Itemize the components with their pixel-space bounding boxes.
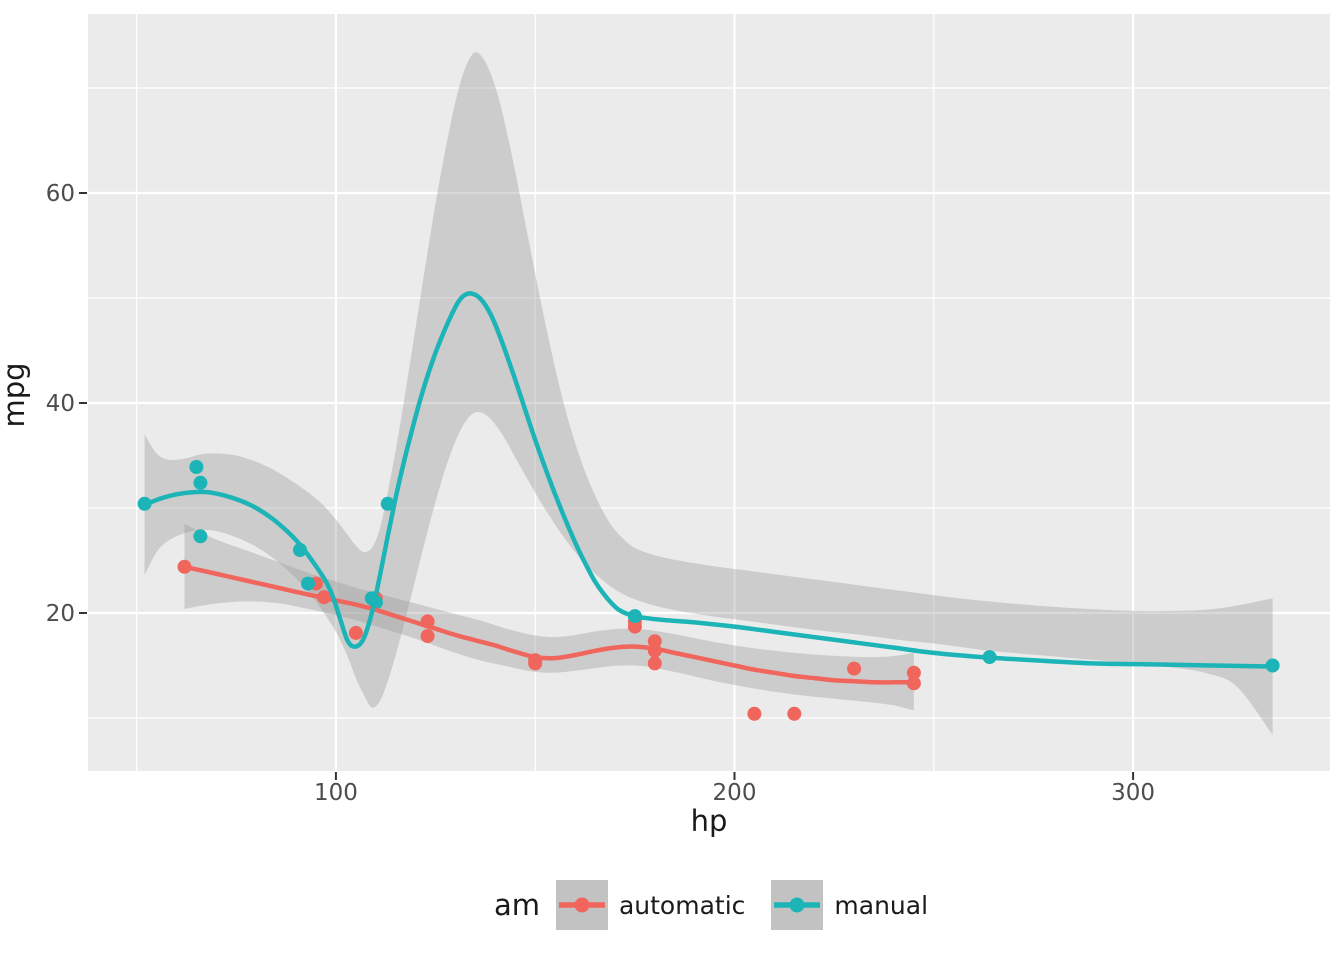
- legend: am automatic manual: [0, 880, 1344, 930]
- data-point-automatic: [348, 625, 363, 640]
- y-tick-label: 40: [46, 391, 75, 417]
- legend-label-automatic: automatic: [618, 890, 746, 920]
- legend-key-point: [574, 897, 590, 913]
- data-point-automatic: [906, 665, 921, 680]
- x-axis-title: hp: [690, 804, 728, 838]
- legend-row: am automatic manual: [494, 880, 928, 930]
- y-tick-label: 60: [46, 181, 75, 207]
- data-point-automatic: [647, 656, 662, 671]
- legend-label-manual: manual: [834, 890, 929, 920]
- y-axis-title: mpg: [0, 362, 31, 428]
- data-point-manual: [193, 475, 208, 490]
- legend-entry-manual: manual: [771, 880, 928, 930]
- panel-background: [88, 14, 1330, 771]
- data-point-manual: [193, 529, 208, 544]
- smooth-line-manual: [142, 291, 1275, 669]
- legend-title: am: [493, 888, 540, 922]
- legend-key-point: [789, 897, 805, 913]
- legend-key-glyph-automatic: [555, 880, 608, 930]
- x-tick-label: 300: [1111, 780, 1155, 806]
- data-point-automatic: [528, 656, 543, 671]
- legend-key-glyph-manual: [771, 880, 824, 930]
- data-point-manual: [189, 460, 204, 474]
- data-point-manual: [380, 496, 395, 511]
- data-point-automatic: [847, 661, 862, 676]
- data-point-automatic: [787, 706, 802, 721]
- data-point-automatic: [420, 629, 435, 644]
- legend-entry-automatic: automatic: [555, 880, 746, 930]
- y-tick-label: 20: [46, 601, 75, 627]
- data-point-automatic: [747, 706, 762, 721]
- data-point-manual: [301, 576, 315, 591]
- ci-band-manual: [144, 52, 1273, 735]
- data-point-automatic: [647, 634, 662, 649]
- x-tick-label: 100: [314, 780, 358, 806]
- x-tick-label: 200: [713, 780, 757, 806]
